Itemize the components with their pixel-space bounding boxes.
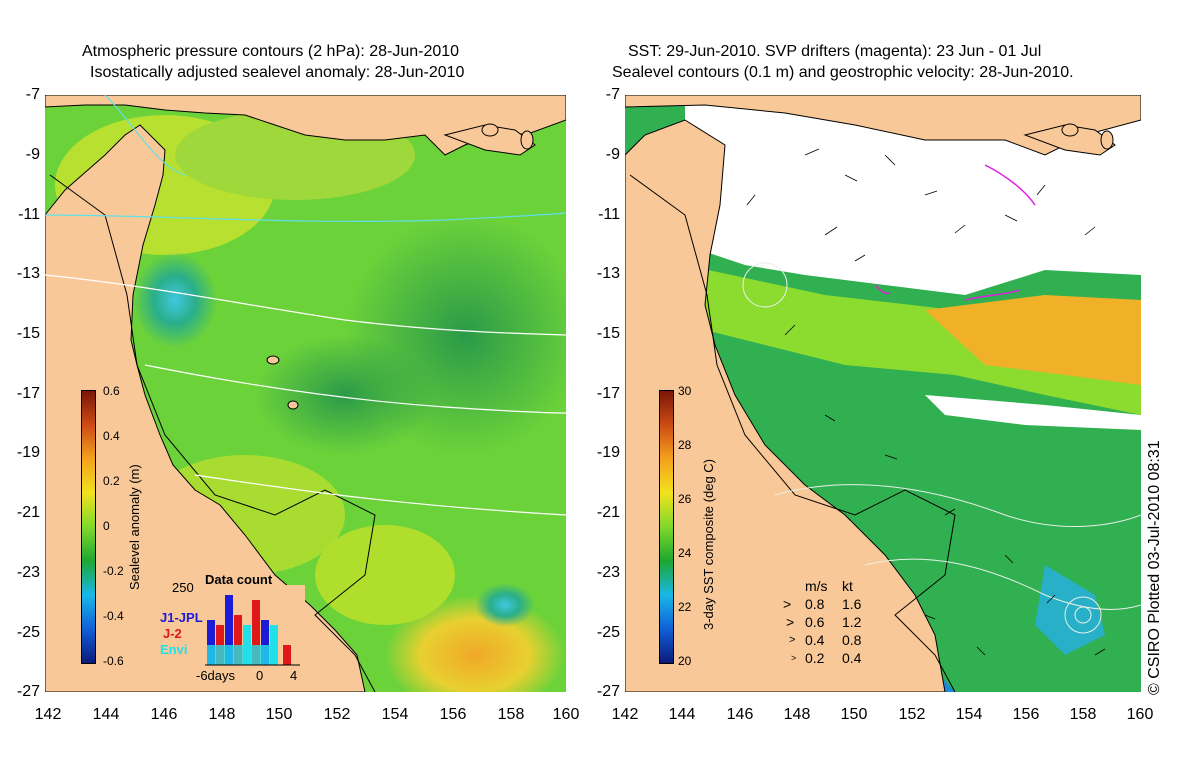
velocity-legend-kt: 1.2: [842, 614, 862, 630]
colorbar-tick: -0.2: [103, 564, 124, 578]
lon-label: 158: [497, 706, 525, 723]
colorbar-tick: 0.2: [103, 474, 120, 488]
lon-label: 144: [92, 706, 120, 723]
colorbar-tick: -0.4: [103, 609, 124, 623]
lat-label: -19: [596, 444, 620, 461]
data-count-xlabel-end: 4: [290, 668, 298, 683]
lat-label: -19: [16, 444, 40, 461]
lon-label: 144: [668, 706, 696, 723]
left-title-line1: Atmospheric pressure contours (2 hPa): 2…: [82, 43, 460, 60]
lon-label: 154: [955, 706, 983, 723]
velocity-legend-ms: 0.2: [805, 650, 825, 666]
lat-label: -17: [596, 385, 620, 402]
data-count-ymax: 250: [172, 580, 194, 595]
lon-label: 152: [898, 706, 926, 723]
data-count-series-j1: J1-JPL: [160, 610, 203, 625]
colorbar-tick: 20: [678, 654, 692, 668]
lat-label: -23: [16, 564, 40, 581]
velocity-legend-header-kt: kt: [842, 578, 853, 594]
colorbar-tick: 0: [103, 519, 110, 533]
lon-label: 158: [1069, 706, 1097, 723]
colorbar-tick: 22: [678, 600, 692, 614]
lat-label: -13: [16, 265, 40, 282]
colorbar-tick: 0.6: [103, 384, 120, 398]
lat-label: -25: [16, 624, 40, 641]
lon-label: 160: [552, 706, 580, 723]
lat-label: -15: [16, 325, 40, 342]
lat-label: -27: [596, 683, 620, 700]
lat-label: -25: [596, 624, 620, 641]
colorbar-tick: 24: [678, 546, 692, 560]
colorbar-tick: 26: [678, 492, 692, 506]
plot-credit: © CSIRO Plotted 03-Jul-2010 08:31: [1146, 440, 1163, 695]
data-count-xlabel-zero: 0: [256, 668, 264, 683]
velocity-arrow-icon: >: [791, 653, 797, 663]
velocity-legend-ms: 0.8: [805, 596, 825, 612]
lon-label: 150: [840, 706, 868, 723]
velocity-legend-kt: 0.8: [842, 632, 862, 648]
lon-label: 146: [726, 706, 754, 723]
lon-label: 148: [783, 706, 811, 723]
velocity-arrow-icon: >: [789, 634, 796, 646]
colorbar-tick: 28: [678, 438, 692, 452]
colorbar-tick: 0.4: [103, 429, 120, 443]
lat-label: -23: [596, 564, 620, 581]
lon-label: 148: [208, 706, 236, 723]
sst-colorbar-title: 3-day SST composite (deg C): [701, 459, 716, 630]
lat-label: -21: [16, 504, 40, 521]
lat-label: -21: [596, 504, 620, 521]
colorbar-tick: 30: [678, 384, 692, 398]
lat-label: -15: [596, 325, 620, 342]
velocity-arrow-icon: >: [783, 596, 792, 612]
lat-label: -7: [25, 86, 40, 103]
sealevel-colorbar-title: Sealevel anomaly (m): [127, 464, 142, 590]
lat-label: -9: [25, 146, 40, 163]
lon-label: 152: [323, 706, 351, 723]
left-title-line2: Isostatically adjusted sealevel anomaly:…: [90, 64, 465, 81]
lon-label: 142: [611, 706, 639, 723]
data-count-xlabel-start: -6days: [196, 668, 236, 683]
velocity-legend-kt: 1.6: [842, 596, 862, 612]
sst-colorbar: [659, 390, 674, 664]
sealevel-anomaly-map: [45, 95, 566, 692]
lat-label: -27: [16, 683, 40, 700]
lat-label: -9: [605, 146, 620, 163]
sealevel-colorbar: [81, 390, 96, 664]
lon-label: 150: [265, 706, 293, 723]
lat-label: -7: [605, 86, 620, 103]
lon-label: 154: [381, 706, 409, 723]
lon-label: 160: [1126, 706, 1154, 723]
lon-label: 156: [439, 706, 467, 723]
velocity-legend-header-ms: m/s: [805, 578, 828, 594]
lon-label: 156: [1012, 706, 1040, 723]
data-count-series-envi: Envi: [160, 642, 188, 657]
colorbar-tick: -0.6: [103, 654, 124, 668]
lon-label: 142: [34, 706, 62, 723]
velocity-legend-kt: 0.4: [842, 650, 862, 666]
lat-label: -11: [598, 206, 620, 223]
sst-velocity-map: [625, 95, 1141, 692]
lon-label: 146: [150, 706, 178, 723]
lat-label: -17: [16, 385, 40, 402]
velocity-arrow-icon: >: [786, 614, 795, 630]
data-count-title: Data count: [205, 572, 273, 587]
data-count-series-j2: J-2: [163, 626, 182, 641]
lat-label: -11: [18, 206, 40, 223]
velocity-legend-ms: 0.4: [805, 632, 825, 648]
lat-label: -13: [596, 265, 620, 282]
right-title-line2: Sealevel contours (0.1 m) and geostrophi…: [612, 64, 1074, 81]
velocity-legend-ms: 0.6: [805, 614, 825, 630]
right-title-line1: SST: 29-Jun-2010. SVP drifters (magenta)…: [628, 43, 1042, 60]
